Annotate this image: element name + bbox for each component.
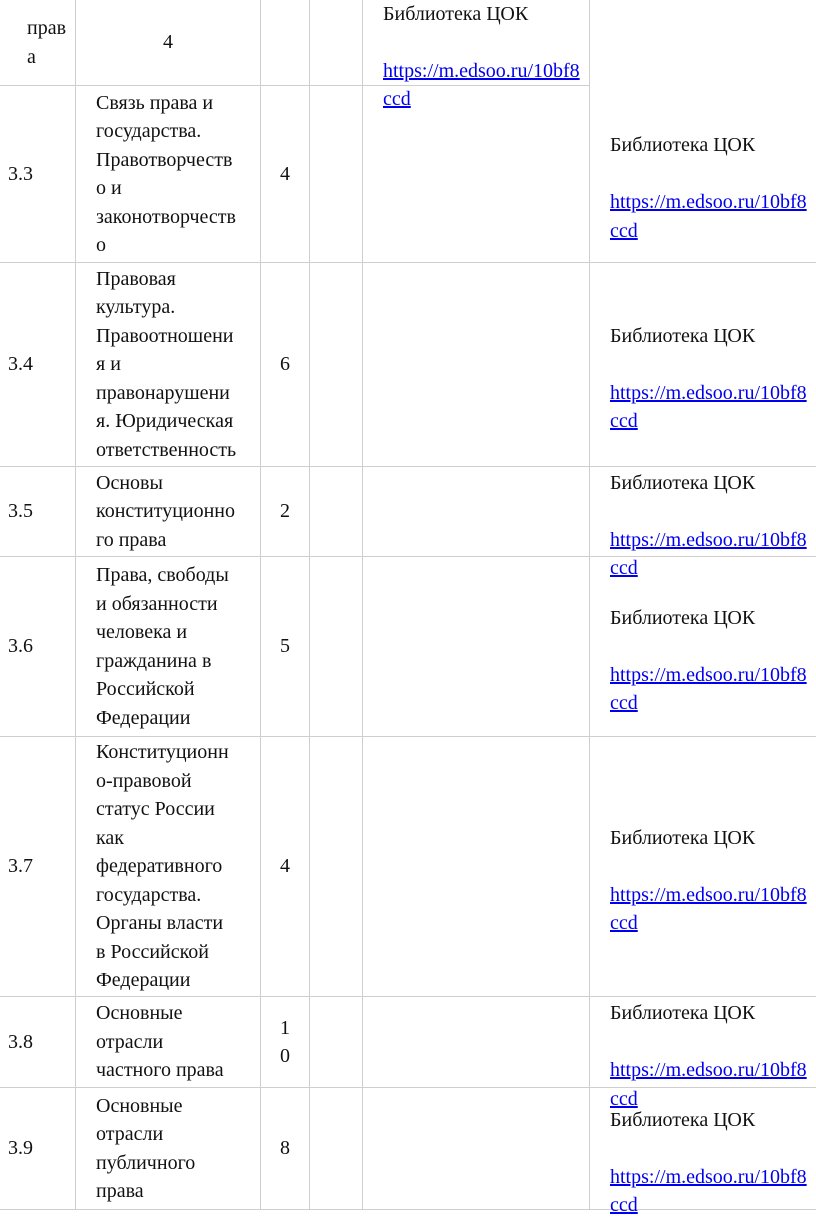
lesson-hours: 2	[280, 500, 290, 523]
hours-cell: 4	[261, 86, 310, 263]
empty-cell	[363, 1088, 590, 1210]
lesson-topic: Основные отрасли частного права	[96, 1002, 224, 1082]
resource-link[interactable]: https://m.edsoo.ru/10bf8 ccd	[610, 528, 807, 580]
empty-cell	[363, 263, 590, 467]
resource-link[interactable]: https://m.edsoo.ru/10bf8 ccd	[610, 1165, 807, 1217]
resource-cell: Библиотека ЦОК https://m.edsoo.ru/10bf8 …	[590, 737, 816, 997]
hours-cell: 2	[261, 467, 310, 557]
resource-label: Библиотека ЦОК	[610, 324, 756, 347]
hours-cell: 4	[261, 737, 310, 997]
topic-cell: Правовая культура. Правоотношени я и пра…	[76, 263, 261, 467]
topic-cell: Основные отрасли публичного права	[76, 1088, 261, 1210]
resource-link[interactable]: https://m.edsoo.ru/10bf8 ccd	[610, 191, 807, 242]
lesson-topic: Права, свободы и обязанности человека и …	[96, 564, 229, 729]
empty-cell	[310, 557, 363, 737]
empty-cell	[310, 1088, 363, 1210]
hours-cell: 5	[261, 557, 310, 737]
empty-cell	[363, 737, 590, 997]
resource-cell: Библиотека ЦОК https://m.edsoo.ru/10bf8 …	[590, 997, 816, 1110]
lesson-number: 3.3	[8, 162, 33, 185]
resource-link[interactable]: https://m.edsoo.ru/10bf8 ccd	[610, 663, 807, 715]
number-cell: 3.8	[0, 997, 76, 1088]
number-cell: 3.7	[0, 737, 76, 997]
lesson-number: 3.4	[8, 353, 33, 376]
resource-link[interactable]: https://m.edsoo.ru/10bf8 ccd	[610, 883, 807, 935]
empty-cell	[310, 263, 363, 467]
resource-label: Библиотека ЦОК	[610, 1108, 756, 1131]
empty-cell	[261, 0, 310, 86]
resource-label: Библиотека ЦОК	[610, 606, 756, 629]
lesson-topic: Правовая культура. Правоотношени я и пра…	[96, 267, 237, 461]
number-cell: 3.4	[0, 263, 76, 467]
lesson-number: 3.5	[8, 500, 33, 523]
empty-cell	[310, 0, 363, 86]
resource-label: Библиотека ЦОК	[610, 826, 756, 849]
topic-cell-continued: прав а	[0, 0, 76, 86]
lesson-hours: 1 0	[280, 1016, 290, 1068]
resource-link[interactable]: https://m.edsoo.ru/10bf8 ccd	[383, 59, 580, 111]
resource-label: Библиотека ЦОК	[383, 2, 529, 25]
lesson-topic: Связь права и государства. Правотворчест…	[96, 91, 236, 257]
lesson-hours: 4	[280, 162, 290, 185]
resource-link[interactable]: https://m.edsoo.ru/10bf8 ccd	[610, 1059, 807, 1110]
empty-cell	[310, 997, 363, 1088]
lesson-number: 3.6	[8, 635, 33, 658]
resource-cell: Библиотека ЦОК https://m.edsoo.ru/10bf8 …	[590, 467, 816, 579]
topic-cell: Связь права и государства. Правотворчест…	[76, 86, 261, 263]
empty-cell	[363, 467, 590, 557]
hours-cell: 8	[261, 1088, 310, 1210]
resource-cell: Библиотека ЦОК https://m.edsoo.ru/10bf8 …	[590, 557, 816, 737]
lesson-hours: 4	[280, 855, 290, 878]
empty-cell	[363, 86, 590, 263]
resource-label: Библиотека ЦОК	[610, 471, 756, 494]
number-cell: 3.5	[0, 467, 76, 557]
lesson-number: 3.8	[8, 1030, 33, 1053]
topic-cell: Конституционн о-правовой статус России к…	[76, 737, 261, 997]
resource-cell: Библиотека ЦОК https://m.edsoo.ru/10bf8 …	[363, 0, 590, 110]
number-cell: 3.9	[0, 1088, 76, 1210]
resource-cell: Библиотека ЦОК https://m.edsoo.ru/10bf8 …	[590, 263, 816, 467]
resource-link[interactable]: https://m.edsoo.ru/10bf8 ccd	[610, 381, 807, 433]
hours-cell: 1 0	[261, 997, 310, 1088]
empty-cell	[310, 737, 363, 997]
empty-cell	[310, 86, 363, 263]
resource-label: Библиотека ЦОК	[610, 1002, 756, 1025]
lesson-number: 3.7	[8, 855, 33, 878]
hours-cell: 6	[261, 263, 310, 467]
resource-cell: Библиотека ЦОК https://m.edsoo.ru/10bf8 …	[590, 86, 816, 263]
number-cell: 3.6	[0, 557, 76, 737]
topic-cell: Основные отрасли частного права	[76, 997, 261, 1088]
lesson-topic: Основные отрасли публичного права	[96, 1094, 196, 1203]
empty-cell	[363, 997, 590, 1088]
topic-cell: Основы конституционно го права	[76, 467, 261, 557]
lesson-number: 3.9	[8, 1137, 33, 1160]
empty-cell	[363, 557, 590, 737]
lesson-topic: Конституционн о-правовой статус России к…	[96, 741, 229, 992]
lesson-hours: 5	[280, 635, 290, 658]
empty-cell	[310, 467, 363, 557]
lesson-hours: 6	[280, 353, 290, 376]
topic-cell: Права, свободы и обязанности человека и …	[76, 557, 261, 737]
number-cell: 3.3	[0, 86, 76, 263]
lesson-topic: Основы конституционно го права	[96, 471, 236, 551]
resource-label: Библиотека ЦОК	[610, 134, 756, 157]
resource-cell: Библиотека ЦОК https://m.edsoo.ru/10bf8 …	[590, 1088, 816, 1216]
hours-cell: 4	[76, 0, 261, 86]
lesson-hours: 8	[280, 1137, 290, 1160]
